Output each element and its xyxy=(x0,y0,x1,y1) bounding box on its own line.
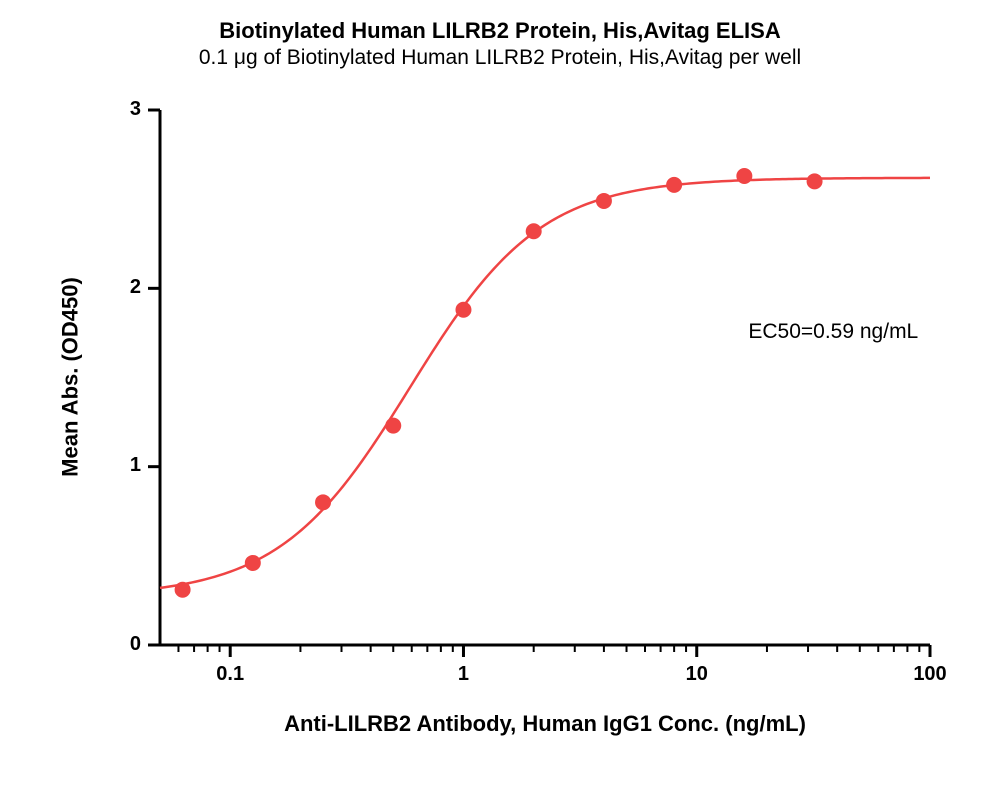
data-marker xyxy=(807,174,822,189)
x-tick-label: 1 xyxy=(423,663,503,686)
data-marker xyxy=(667,177,682,192)
ec50-annotation: EC50=0.59 ng/mL xyxy=(748,320,918,344)
data-marker xyxy=(245,555,260,570)
y-tick-label: 2 xyxy=(103,276,141,299)
x-axis-label: Anti-LILRB2 Antibody, Human IgG1 Conc. (… xyxy=(160,711,930,737)
data-marker xyxy=(175,582,190,597)
y-axis-label: Mean Abs. (OD450) xyxy=(57,109,83,644)
y-tick-label: 0 xyxy=(103,633,141,656)
data-marker xyxy=(526,224,541,239)
x-tick-label: 100 xyxy=(890,663,970,686)
x-tick-label: 0.1 xyxy=(190,663,270,686)
data-marker xyxy=(456,302,471,317)
fit-curve xyxy=(160,178,930,588)
x-tick-label: 10 xyxy=(657,663,737,686)
data-marker xyxy=(596,193,611,208)
data-marker xyxy=(316,495,331,510)
y-tick-label: 3 xyxy=(103,98,141,121)
data-marker xyxy=(737,168,752,183)
data-marker xyxy=(386,418,401,433)
y-tick-label: 1 xyxy=(103,454,141,477)
chart-container: Biotinylated Human LILRB2 Protein, His,A… xyxy=(0,0,1000,801)
